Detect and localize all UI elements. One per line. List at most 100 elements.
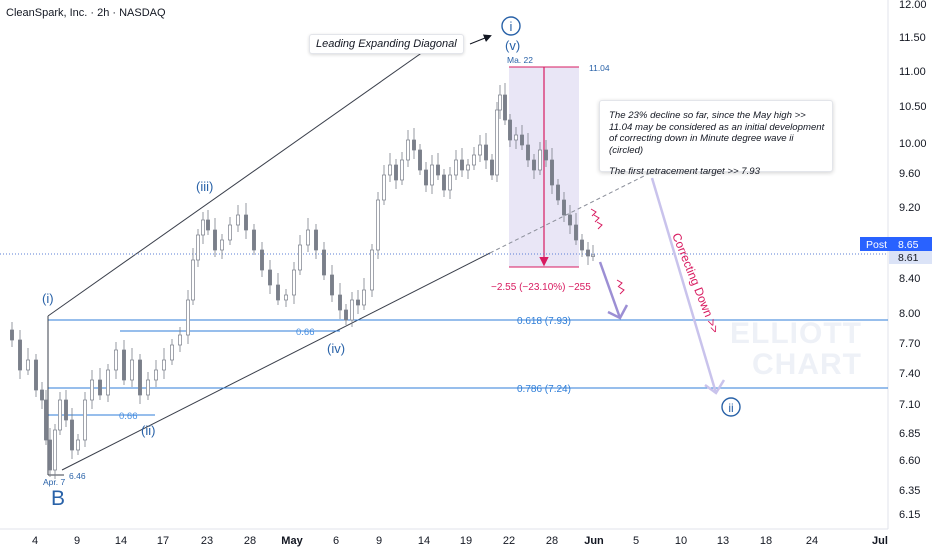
candle-body [201, 219, 205, 236]
projection-arrow-near-shaft [598, 261, 622, 319]
time-axis: 4 9 14 17 23 28 May 6 9 14 19 22 28 Jun 5 10 13 18 24 Jul [32, 535, 888, 547]
candle-body [484, 144, 488, 161]
candle-body [362, 289, 366, 306]
candle-body [154, 369, 158, 381]
candle-body [322, 249, 326, 276]
candle-body [34, 359, 38, 391]
y-tick-label: 8.00 [899, 308, 920, 320]
candle-body [162, 359, 166, 371]
candle-body [562, 199, 566, 216]
candle-body [83, 399, 87, 441]
candle-body [236, 214, 240, 226]
candle-body [330, 274, 334, 296]
candle-body [436, 164, 440, 176]
candle-body [106, 369, 110, 396]
candle-body [186, 299, 190, 336]
fib-786-label: 0.786 (7.24) [517, 384, 571, 395]
candle-body [268, 269, 272, 286]
fib-066-label-a: 0.66 [296, 327, 315, 338]
diagonal-upper-line [47, 39, 441, 317]
candle-body [574, 224, 578, 241]
watermark-line-1: ELLIOTT [730, 317, 862, 350]
candle-body [191, 259, 195, 301]
candlestick-series [10, 83, 595, 479]
candle-body [556, 184, 560, 201]
candle-body [490, 159, 494, 176]
wave-ii-circle-icon [721, 397, 741, 417]
range-change-label: −2.55 (−23.10%) −255 [491, 282, 591, 293]
y-tick-label: 6.35 [899, 485, 920, 497]
wave-iii-label: (iii) [196, 179, 213, 194]
diagonal-label-pointer [469, 34, 492, 45]
y-tick-label: 10.00 [899, 138, 927, 150]
candle-body [114, 349, 118, 371]
candle-body [138, 359, 142, 396]
candle-body [146, 379, 150, 396]
x-tick-label: 9 [74, 535, 80, 547]
x-tick-label: Jul [872, 535, 888, 547]
candle-body [130, 359, 134, 381]
wave-i-label: (i) [42, 291, 54, 306]
candle-body [213, 229, 217, 251]
candle-body [18, 339, 22, 371]
x-tick-label: 10 [675, 535, 687, 547]
candle-body [44, 399, 48, 441]
candle-body [90, 379, 94, 401]
y-tick-label: 11.50 [899, 32, 926, 44]
wave-ii-label: (ii) [141, 423, 155, 438]
post-price-label: Post [866, 239, 887, 251]
low-value-label: 6.46 [69, 471, 86, 481]
candle-body [220, 239, 224, 251]
x-tick-label: Jun [584, 535, 604, 547]
y-tick-label: 12.00 [899, 0, 927, 11]
analysis-note: The 23% decline so far, since the May hi… [599, 100, 833, 177]
post-price-value: 8.65 [898, 239, 919, 251]
fib-066-label-b: 0.66 [119, 411, 138, 422]
y-tick-label: 8.40 [899, 273, 920, 285]
note-line-1: The 23% decline so far, since the May hi… [609, 110, 825, 156]
candle-body [10, 329, 14, 341]
candle-body [206, 219, 210, 231]
wave-b-label: B [51, 487, 65, 510]
candle-body [460, 159, 464, 171]
candle-body [538, 149, 542, 171]
candle-body [526, 144, 530, 161]
diagonal-lower-extension [489, 172, 651, 254]
candle-body [170, 344, 174, 361]
candle-body [442, 174, 446, 191]
candle-body [448, 174, 452, 191]
y-tick-label: 6.60 [899, 455, 920, 467]
note-line-2: The first retracement target >> 7.93 [609, 166, 760, 177]
range-high-value: 11.04 [589, 63, 610, 73]
candle-body [70, 419, 74, 451]
last-price-value: 8.61 [898, 252, 919, 264]
x-tick-label: 22 [503, 535, 515, 547]
candle-body [550, 159, 554, 186]
candle-body [370, 249, 374, 291]
watermark-line-2: CHART [752, 348, 862, 381]
candle-body [338, 294, 342, 311]
x-tick-label: 28 [244, 535, 256, 547]
x-tick-label: 4 [32, 535, 38, 547]
candle-body [98, 379, 102, 396]
projection-arrow-far-shaft [650, 177, 718, 394]
x-tick-label: 14 [418, 535, 430, 547]
chevron-marks-icon [590, 208, 625, 295]
candle-body [466, 164, 470, 171]
candle-body [382, 174, 386, 201]
x-tick-label: May [281, 535, 303, 547]
candle-body [76, 439, 80, 451]
candle-body [514, 134, 518, 141]
candle-body [292, 269, 296, 296]
range-high-date: Ma. 22 [507, 55, 533, 65]
candle-body [122, 349, 126, 381]
candle-body [472, 154, 476, 166]
candle-body [498, 94, 502, 111]
wave-i-circled-label: i [510, 19, 513, 34]
y-tick-label: 10.50 [899, 101, 927, 113]
candle-body [58, 399, 62, 431]
candle-body [412, 139, 416, 151]
candle-body [591, 254, 595, 257]
candle-body [344, 309, 348, 321]
